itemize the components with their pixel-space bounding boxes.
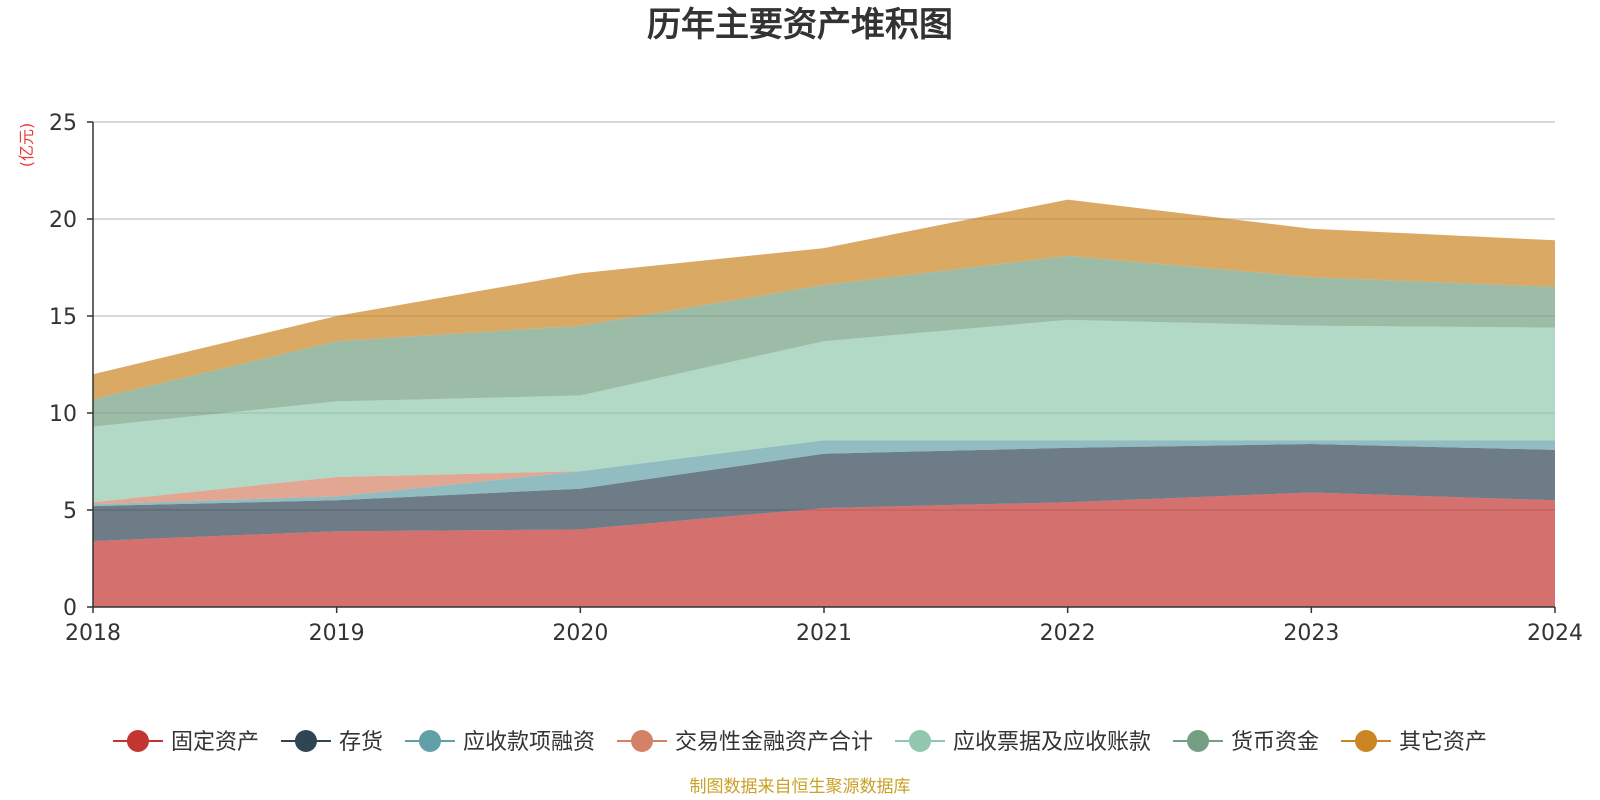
legend-label: 其它资产: [1399, 730, 1487, 755]
area-series-layer: [93, 199, 1555, 607]
legend-label: 存货: [339, 730, 383, 755]
area-series: [93, 444, 1555, 541]
x-tick-label: 2022: [1040, 621, 1096, 646]
area-series: [93, 440, 1555, 507]
legend-item[interactable]: 交易性金融资产合计: [616, 730, 873, 755]
area-series: [93, 440, 1555, 505]
x-tick-label: 2018: [65, 621, 121, 646]
axes: 0 5 10 15 20 25 2018 2019 2020 2021 2022 2023 2024: [49, 111, 1583, 646]
legend-marker-icon: [126, 730, 149, 752]
x-tick-label: 2023: [1283, 621, 1339, 646]
legend-item[interactable]: 应收款项融资: [404, 730, 595, 755]
legend-item[interactable]: 固定资产: [112, 730, 259, 755]
x-tick-label: 2024: [1527, 621, 1583, 646]
area-series: [93, 199, 1555, 400]
legend-label: 交易性金融资产合计: [675, 730, 873, 755]
legend-label: 应收款项融资: [463, 730, 595, 755]
y-tick-label: 0: [63, 596, 77, 621]
legend-label: 应收票据及应收账款: [953, 730, 1151, 755]
legend-item[interactable]: 其它资产: [1341, 730, 1487, 755]
area-series: [93, 492, 1555, 607]
legend-label: 货币资金: [1231, 730, 1319, 755]
legend-marker-icon: [418, 730, 441, 752]
legend-marker-icon: [1355, 730, 1378, 752]
legend-item[interactable]: 应收票据及应收账款: [895, 730, 1151, 755]
chart-title: 历年主要资产堆积图: [647, 5, 953, 45]
legend-marker-icon: [630, 730, 653, 752]
legend-marker-icon: [1187, 730, 1210, 752]
x-tick-label: 2021: [796, 621, 852, 646]
x-tick-label: 2019: [309, 621, 365, 646]
y-axis-unit-label: (亿元): [17, 123, 36, 168]
area-series: [93, 255, 1555, 427]
y-tick-label: 25: [49, 111, 77, 136]
legend-item[interactable]: 货币资金: [1173, 730, 1319, 755]
x-tick-label: 2020: [552, 621, 608, 646]
y-tick-label: 15: [49, 305, 77, 330]
y-tick-label: 5: [63, 499, 77, 524]
legend: 固定资产 存货 应收款项融资 交易性金融资产合计 应收票据及应收账款 货币资金 其它资产: [112, 730, 1487, 755]
source-note: 制图数据来自恒生聚源数据库: [690, 777, 911, 797]
legend-marker-icon: [909, 730, 932, 752]
y-tick-label: 20: [49, 208, 77, 233]
area-series: [93, 319, 1555, 503]
y-tick-label: 10: [49, 402, 77, 427]
legend-label: 固定资产: [171, 730, 259, 755]
legend-marker-icon: [294, 730, 317, 752]
legend-item[interactable]: 存货: [280, 730, 383, 755]
